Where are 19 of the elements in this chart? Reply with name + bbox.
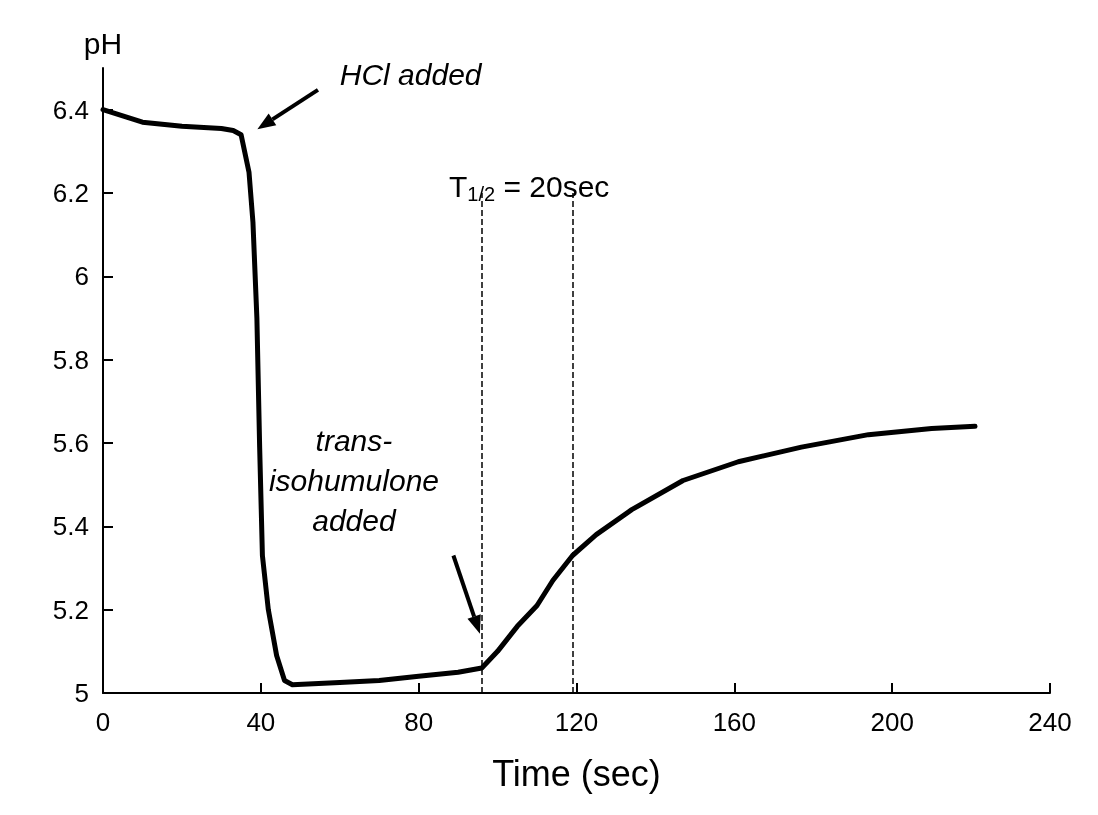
y-tick-label: 5.4: [52, 511, 89, 542]
y-tick-label: 6.4: [52, 94, 89, 125]
x-tick-label: 240: [1028, 707, 1072, 737]
x-tick-label: 160: [712, 707, 757, 737]
x-tick-label: 80: [404, 707, 434, 737]
y-tick-label: 6.2: [52, 178, 89, 208]
y-tick-label: 5.8: [52, 344, 89, 375]
y-tick-label: 5: [74, 678, 89, 708]
annotation: trans- isohumulone added: [268, 424, 440, 537]
x-axis-title: Time (sec): [492, 752, 661, 794]
y-tick-label: 5.2: [52, 594, 89, 625]
y-tick-label: 5.6: [52, 428, 89, 458]
y-axis-title: pH: [83, 26, 123, 60]
x-tick-label: 40: [246, 707, 276, 737]
x-tick-label: 200: [870, 707, 914, 737]
x-tick-label: 0: [95, 707, 111, 737]
y-tick-label: 6: [74, 261, 89, 292]
annotation: HCl added: [339, 57, 483, 91]
x-tick-label: 120: [554, 707, 599, 737]
